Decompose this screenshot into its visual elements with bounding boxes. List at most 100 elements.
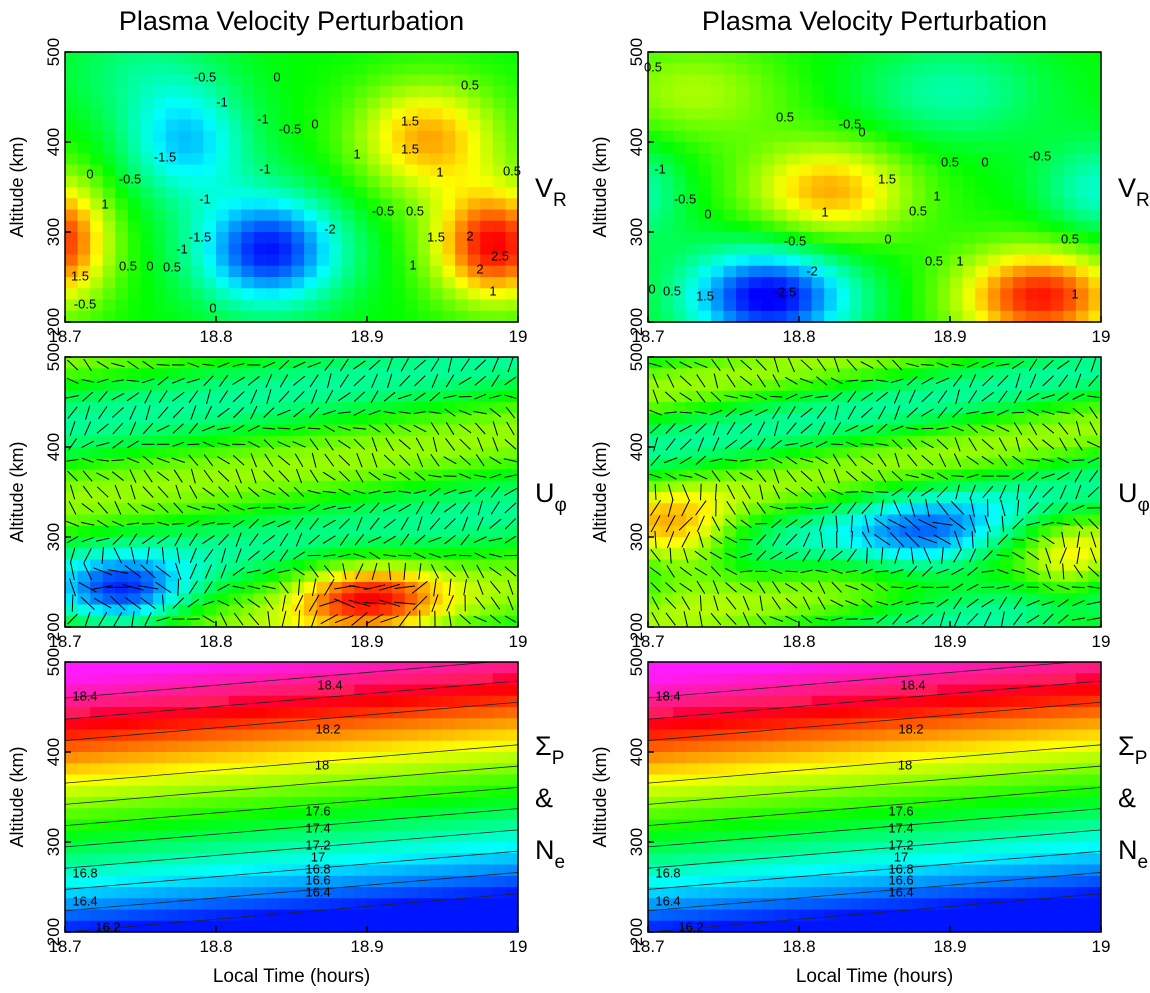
heatmap-cell	[102, 265, 116, 278]
heatmap-cell	[341, 537, 356, 549]
heatmap-cell	[1038, 198, 1052, 211]
heatmap-cell	[115, 684, 129, 697]
heatmap-cell	[417, 52, 431, 64]
contour-label: 0.5	[163, 259, 181, 274]
heatmap-cell	[849, 63, 863, 76]
heatmap-cell	[153, 379, 167, 392]
heatmap-cell	[329, 514, 343, 527]
heatmap-cell	[417, 469, 431, 482]
wind-vector	[981, 598, 995, 608]
wind-vector	[308, 534, 321, 545]
heatmap-cell	[505, 74, 519, 87]
heatmap-cell	[773, 265, 788, 278]
wind-vector	[293, 567, 305, 576]
heatmap-cell	[492, 447, 507, 459]
wind-vector	[664, 411, 677, 414]
heatmap-cell	[404, 85, 418, 98]
wind-vector	[400, 358, 409, 372]
heatmap-cell	[748, 142, 762, 154]
heatmap-cell	[178, 559, 192, 572]
heatmap-cell	[874, 537, 888, 549]
heatmap-cell	[241, 559, 255, 572]
heatmap-cell	[887, 52, 901, 64]
x-tick-label: 19	[509, 632, 528, 651]
heatmap-cell	[404, 164, 418, 177]
heatmap-cell	[824, 537, 838, 549]
heatmap-cell	[316, 615, 330, 628]
wind-vector	[773, 468, 780, 484]
heatmap-cell	[115, 299, 129, 312]
heatmap-cell	[761, 559, 775, 572]
heatmap-cell	[153, 97, 167, 109]
heatmap-cell	[987, 74, 1001, 87]
heatmap-cell	[140, 593, 154, 606]
heatmap-cell	[710, 254, 725, 267]
wind-vector	[368, 490, 381, 494]
heatmap-cell	[648, 310, 662, 323]
heatmap-cell	[228, 469, 242, 482]
wind-vector	[311, 578, 317, 597]
heatmap-cell	[90, 357, 104, 369]
heatmap-cell	[65, 492, 79, 504]
heatmap-cell	[228, 740, 242, 753]
heatmap-cell	[203, 142, 217, 154]
heatmap-cell	[90, 673, 104, 686]
heatmap-cell	[190, 357, 205, 369]
wind-vector	[250, 468, 257, 484]
heatmap-cell	[127, 830, 142, 843]
heatmap-cell	[1000, 469, 1014, 482]
heatmap-cell	[102, 435, 116, 448]
wind-vector	[650, 515, 661, 533]
wind-vector	[678, 516, 693, 531]
heatmap-cell	[316, 525, 330, 538]
heatmap-cell	[354, 435, 368, 448]
wind-vector	[845, 470, 858, 482]
heatmap-cell	[1088, 402, 1102, 414]
heatmap-cell	[1075, 458, 1090, 471]
heatmap-cell	[392, 232, 406, 244]
heatmap-cell	[1025, 209, 1039, 222]
contour-label: 0	[648, 281, 655, 296]
wind-vector	[784, 551, 798, 560]
heatmap-cell	[480, 604, 494, 617]
heatmap-cell	[1012, 85, 1027, 98]
heatmap-cell	[924, 232, 939, 244]
heatmap-cell	[178, 142, 192, 154]
heatmap-cell	[492, 492, 507, 504]
wind-vector	[217, 504, 230, 512]
wind-vector	[725, 536, 737, 544]
heatmap-cell	[492, 379, 507, 392]
heatmap-cell	[467, 379, 481, 392]
heatmap-cell	[811, 187, 825, 199]
wind-vector	[936, 486, 949, 498]
heatmap-cell	[165, 209, 179, 222]
heatmap-cell	[228, 379, 242, 392]
heatmap-cell	[266, 108, 280, 121]
wind-vector	[354, 533, 365, 546]
heatmap-cell	[140, 379, 154, 392]
heatmap-cell	[165, 920, 179, 933]
heatmap-cell	[824, 74, 838, 87]
wind-vector	[96, 423, 109, 434]
heatmap-cell	[102, 492, 116, 504]
heatmap-cell	[203, 424, 217, 437]
wind-vector	[250, 453, 257, 468]
heatmap-cell	[241, 265, 255, 278]
heatmap-cell	[153, 74, 167, 87]
heatmap-cell	[685, 243, 699, 256]
heatmap-cell	[710, 209, 725, 222]
heatmap-cell	[492, 119, 507, 132]
heatmap-cell	[673, 198, 687, 211]
heatmap-cell	[404, 537, 418, 549]
heatmap-cell	[824, 357, 838, 369]
heatmap-cell	[304, 503, 318, 516]
wind-vector	[665, 612, 676, 626]
heatmap-cell	[127, 785, 142, 798]
heatmap-cell	[165, 153, 179, 166]
heatmap-cell	[216, 909, 230, 922]
wind-vector	[816, 376, 828, 386]
heatmap-cell	[887, 503, 901, 516]
wind-vector	[890, 378, 904, 384]
heatmap-cell	[1063, 570, 1077, 583]
wind-vector	[174, 533, 183, 547]
